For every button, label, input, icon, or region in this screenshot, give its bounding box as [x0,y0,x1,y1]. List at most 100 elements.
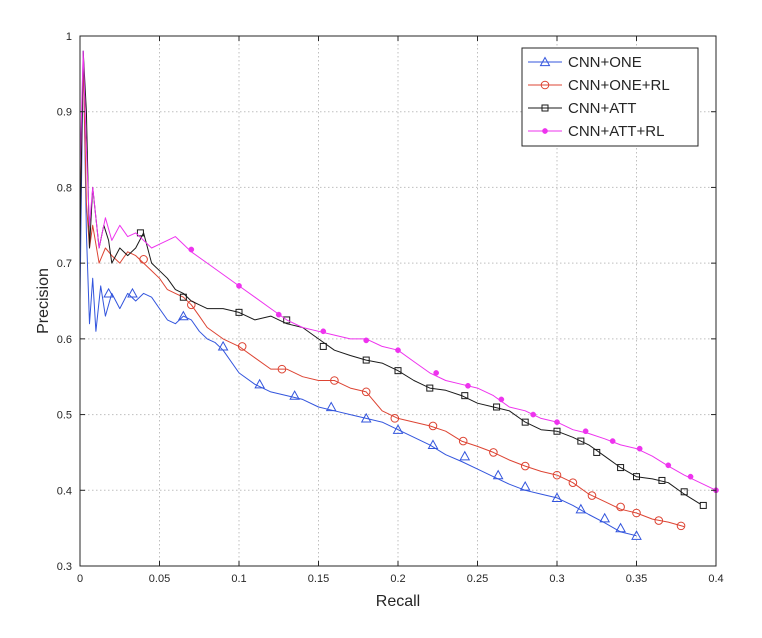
y-tick-label: 0.4 [57,485,72,497]
series-marker [633,473,640,481]
series-marker [362,356,370,364]
series-marker [587,491,597,500]
series-marker [636,445,643,452]
series-marker [392,424,404,434]
series-marker [136,229,144,237]
series-line [79,50,701,505]
x-tick-label: 0.3 [549,573,564,585]
series-marker [360,412,372,423]
y-tick-label: 0.7 [57,258,72,270]
series-marker [188,246,195,253]
series-marker [616,502,625,512]
series-marker [554,419,560,425]
series-marker [178,310,189,321]
series-marker [179,293,187,301]
series-marker [631,530,642,540]
series-marker [465,382,471,389]
series-marker [461,392,469,400]
series-marker [617,464,625,472]
series-marker [254,378,266,389]
series-marker [320,328,327,335]
series-marker [217,340,229,351]
legend-swatch-marker [542,128,548,134]
axis-ticks: 0 0.05 0.1 0.15 0.2 0.25 0.3 0.35 0.4 0.3 0.4 0.5 0.… [57,31,724,585]
legend-entry-label: CNN+ONE+RL [568,77,670,94]
series-marker [680,488,688,496]
series-marker [599,512,611,523]
series-marker [489,448,498,457]
series-marker [139,255,148,264]
series-marker [277,364,287,374]
y-tick-label: 0.8 [57,182,72,194]
legend-box [521,47,699,147]
series-marker [427,439,439,449]
series-marker [699,501,707,509]
series-marker [498,396,505,403]
series-marker [551,492,563,502]
series-marker [395,347,401,354]
series-marker [577,437,585,445]
series-marker [426,384,434,392]
series-marker [394,367,402,375]
x-tick-label: 0.2 [390,573,405,585]
series-marker [330,376,339,385]
x-tick-label: 0.15 [308,573,329,585]
series-marker [575,503,587,514]
series-marker [615,522,626,533]
series-marker [593,448,601,456]
series-marker [492,469,504,480]
series-marker [665,462,672,469]
series-marker [283,316,291,324]
legend-entry-label: CNN+ATT [568,100,636,117]
series-cnn-one-rl [79,58,686,531]
series-marker [428,421,438,431]
y-tick-label: 0.3 [57,561,72,573]
series-marker [553,427,561,435]
series-marker [237,342,247,351]
x-tick-label: 0 [77,573,83,585]
series-marker [275,311,282,318]
series-lines [79,50,719,540]
legend-swatch-marker [540,80,550,90]
x-tick-label: 0.4 [708,573,723,585]
series-marker [433,370,440,376]
series-marker [582,428,589,435]
x-tick-label: 0.05 [149,573,170,585]
series-line [79,50,717,491]
series-marker [521,418,529,426]
y-tick-label: 1 [66,31,72,43]
series-cnn-att [79,50,707,509]
series-marker [493,403,501,411]
y-tick-label: 0.6 [57,334,72,346]
legend-swatch-marker [541,104,549,112]
legend-swatch-marker [539,56,551,67]
series-marker [676,521,686,531]
series-marker [552,470,562,480]
y-tick-label: 0.9 [57,107,72,119]
series-marker [687,473,694,480]
series-marker [361,387,371,397]
series-marker [235,308,243,316]
series-marker [519,480,531,491]
series-marker [530,411,537,418]
y-tick-label: 0.5 [57,410,72,422]
x-tick-label: 0.1 [231,573,246,585]
series-marker [289,390,300,400]
series-line [79,58,685,528]
series-marker [363,337,370,344]
series-marker [568,478,578,488]
legend-entry-label: CNN+ATT+RL [568,123,664,140]
series-line [79,50,637,537]
legend-entry-label: CNN+ONE [568,54,642,71]
legend: CNN+ONE CNN+ONE+RL CNN+ATT CNN+ATT+RL [521,47,699,147]
series-marker [390,414,400,423]
series-marker [654,516,664,525]
series-cnn-att-rl [79,50,719,494]
series-marker [632,508,641,518]
series-cnn-one [79,50,642,540]
series-marker [103,287,114,298]
series-marker [127,287,138,298]
series-marker [658,476,666,484]
series-marker [325,401,337,412]
